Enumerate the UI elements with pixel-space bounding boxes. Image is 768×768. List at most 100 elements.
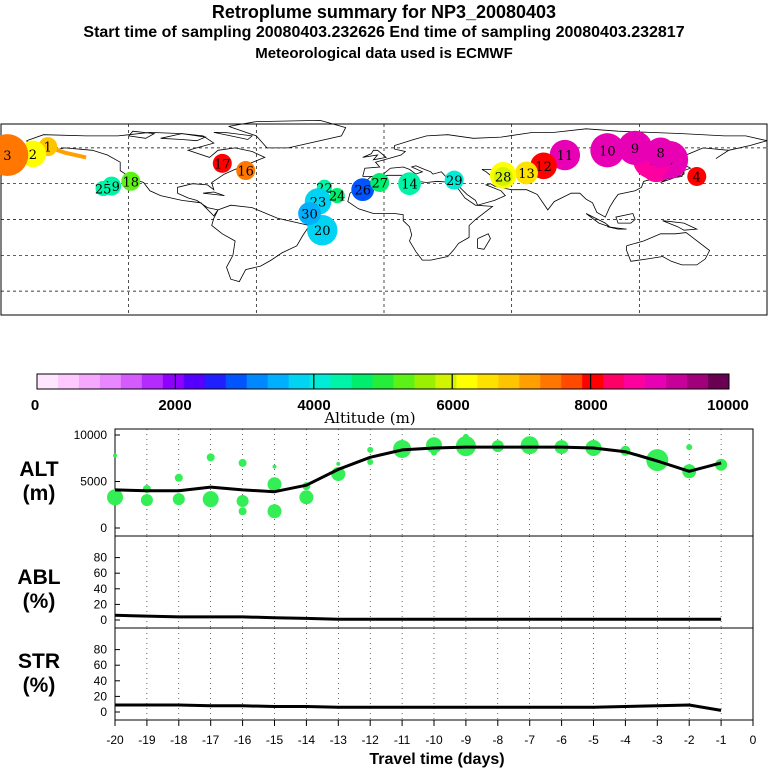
- str-ytick-label: 0: [100, 705, 107, 719]
- plume-point-0: [107, 489, 123, 506]
- cluster-marker-28: [493, 167, 513, 187]
- coastline-4: [347, 174, 494, 261]
- plume-point-32: [686, 444, 693, 451]
- plume-point-18: [367, 446, 374, 453]
- x-tick-label: -13: [330, 733, 348, 747]
- plume-point-5: [174, 473, 183, 482]
- cluster-marker-9: [617, 130, 653, 165]
- cluster-marker-30: [298, 202, 321, 225]
- cluster-label-30: 30: [301, 208, 318, 223]
- colorbar-cell-4: [120, 374, 143, 389]
- x-tick-label: -2: [684, 733, 695, 747]
- cluster-label-10: 10: [599, 144, 616, 159]
- cluster-marker-3: [0, 134, 29, 176]
- abl-ytick-label: 0: [100, 613, 107, 627]
- colorbar-cell-13: [309, 374, 331, 389]
- cluster-17: 17: [212, 153, 232, 173]
- colorbar-cell-16: [372, 374, 394, 389]
- colorbar-cell-1: [57, 374, 80, 389]
- cluster-marker-11: [549, 139, 581, 171]
- plume-point-14: [299, 490, 314, 505]
- cluster-label-9: 9: [631, 142, 639, 157]
- colorbar-cell-7: [183, 374, 206, 389]
- coastline-15: [128, 130, 156, 139]
- cluster-label-12: 12: [535, 160, 552, 175]
- str-label: STR: [18, 650, 60, 673]
- coastline-9: [607, 226, 627, 230]
- alt-panel: 0 5000 10000: [74, 428, 754, 537]
- x-tick-label: -20: [106, 733, 124, 747]
- cluster-label-13: 13: [518, 167, 535, 182]
- cb-tick-4000: 4000: [297, 397, 330, 414]
- abl-series-line: [114, 613, 722, 621]
- cluster-3: 3: [0, 134, 29, 176]
- coastline-0: [26, 131, 266, 217]
- cluster-label-27: 27: [371, 176, 388, 191]
- plume-point-11: [267, 504, 282, 519]
- x-tick-label: -12: [362, 733, 380, 747]
- cluster-label-17: 17: [214, 157, 231, 172]
- cb-tick-2000: 2000: [158, 397, 191, 414]
- cluster-marker-16: [236, 161, 256, 181]
- colorbar-cell-28: [624, 374, 646, 389]
- cluster-marker-25: [95, 180, 111, 197]
- colorbar-cell-19: [435, 374, 457, 389]
- str-series-line: [115, 703, 722, 712]
- cluster-24: 24: [329, 188, 345, 205]
- cluster-26: 26: [351, 178, 375, 202]
- x-tick-label: -1: [716, 733, 727, 747]
- x-tick-label: -6: [556, 733, 567, 747]
- cluster-label-18: 18: [123, 175, 140, 190]
- colorbar-cell-3: [99, 374, 122, 389]
- alt-ytick-label: 0: [100, 521, 107, 535]
- alt-ytick-label: 10000: [74, 428, 108, 442]
- colorbar-cell-24: [540, 374, 562, 389]
- cluster-marker-26: [351, 178, 375, 202]
- abl-unit: (%): [23, 590, 56, 613]
- colorbar-cell-29: [645, 374, 667, 389]
- cluster-11: 11: [549, 139, 581, 171]
- abl-ytick-label: 80: [94, 551, 108, 565]
- colorbar-cell-10: [246, 374, 269, 389]
- colorbar-cell-11: [267, 374, 290, 389]
- cluster-marker-29: [444, 170, 464, 190]
- colorbar-cell-30: [666, 374, 688, 389]
- cluster-marker-24: [329, 188, 345, 204]
- str-ytick-label: 80: [94, 643, 108, 657]
- colorbar-cell-17: [393, 374, 415, 389]
- cluster-marker-4: [687, 167, 707, 187]
- coastline-3: [362, 128, 768, 218]
- cluster-label-3: 3: [3, 149, 11, 164]
- colorbar-cell-9: [225, 374, 248, 389]
- x-tick-label: -9: [461, 733, 472, 747]
- alt-label: ALT: [19, 458, 58, 481]
- x-tick-label: -18: [170, 733, 188, 747]
- cluster-marker-18: [121, 171, 141, 191]
- plume-point-8: [236, 495, 249, 508]
- colorbar-cell-5: [141, 374, 164, 389]
- cluster-16: 16: [236, 161, 256, 181]
- coastline-16: [203, 191, 225, 196]
- colorbar-cell-31: [687, 374, 709, 389]
- cluster-25: 25: [95, 180, 111, 197]
- cluster-27: 27: [370, 172, 390, 192]
- plume-point-22: [431, 449, 437, 456]
- altitude-colorbar: [36, 373, 730, 390]
- plume-point-3: [140, 494, 153, 507]
- retroplume-clusters: 1234567891011121314151617181920222324252…: [0, 130, 707, 246]
- cluster-marker-17: [212, 153, 232, 173]
- cluster-13: 13: [515, 161, 538, 185]
- x-tick-label: -11: [394, 733, 411, 747]
- chart-title: Retroplume summary for NP3_20080403: [211, 2, 557, 22]
- cluster-label-11: 11: [557, 149, 574, 164]
- abl-label: ABL: [17, 566, 60, 589]
- plume-point-13: [272, 464, 277, 469]
- colorbar-cell-18: [414, 374, 436, 389]
- x-tick-label: -7: [524, 733, 535, 747]
- coastline-12: [626, 232, 711, 266]
- cluster-label-20: 20: [314, 224, 331, 239]
- x-tick-label: -16: [234, 733, 252, 747]
- x-tick-label: -3: [652, 733, 663, 747]
